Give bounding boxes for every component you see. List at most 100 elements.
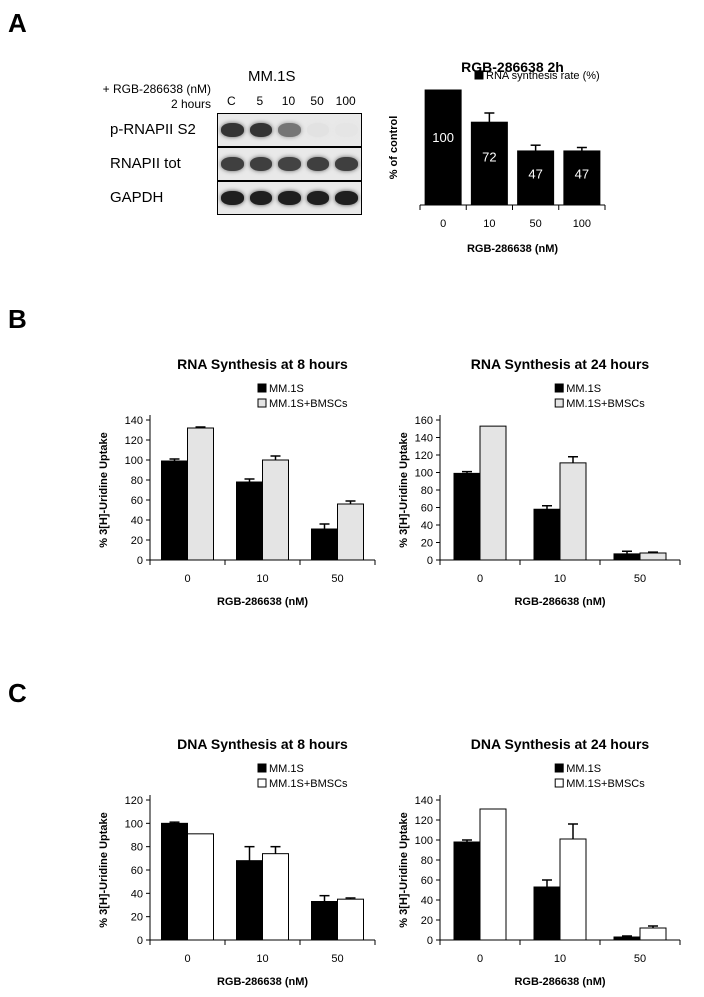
legend-swatch [257, 398, 267, 408]
legend-swatch [257, 778, 267, 788]
bar [533, 886, 561, 941]
blot-band [249, 123, 273, 137]
blot-band [335, 123, 358, 137]
y-tick-label: 160 [415, 415, 433, 427]
bar [453, 472, 481, 561]
legend-label: MM.1S+BMSCs [566, 778, 645, 790]
legend-label: MM.1S+BMSCs [566, 398, 645, 410]
blot-band [306, 191, 330, 205]
blot-band [221, 157, 244, 171]
panel-label-c: C [8, 678, 27, 708]
bar [161, 460, 188, 561]
bar [559, 838, 587, 941]
blot-band [278, 157, 301, 171]
x-tick-label: 10 [554, 573, 566, 585]
x-tick-label: 50 [331, 573, 343, 585]
x-tick-label: 50 [634, 953, 646, 965]
blot-cell-line: MM.1S [248, 68, 296, 85]
bar [337, 503, 364, 561]
y-tick-label: 120 [415, 815, 433, 827]
x-axis-label: RGB-286638 (nM) [514, 596, 605, 608]
blot-row-box [217, 181, 362, 215]
x-tick-label: 0 [440, 218, 446, 230]
y-tick-label: 60 [131, 495, 143, 507]
blot-row-label: GAPDH [110, 189, 164, 206]
bar [311, 528, 338, 561]
bar [533, 508, 561, 561]
blot-band [278, 123, 301, 137]
data-label: 47 [528, 167, 542, 182]
x-tick-label: 50 [530, 218, 542, 230]
bar [187, 427, 214, 561]
legend-label: RNA synthesis rate (%) [486, 70, 600, 82]
bar [424, 89, 462, 206]
y-tick-label: 60 [421, 875, 433, 887]
x-axis-label: RGB-286638 (nM) [217, 976, 308, 988]
x-axis-label: RGB-286638 (nM) [514, 976, 605, 988]
y-tick-label: 40 [421, 895, 433, 907]
y-tick-label: 40 [131, 515, 143, 527]
legend-swatch [554, 778, 564, 788]
legend-swatch [257, 383, 267, 393]
x-tick-label: 50 [634, 573, 646, 585]
blot-lane-label: 10 [281, 94, 296, 108]
legend-label: MM.1S [566, 763, 601, 775]
chart-rna-synthesis-24h: RNA Synthesis at 24 hours MM.1S MM.1S+BMSC… [398, 356, 681, 608]
legend-swatch [257, 763, 267, 773]
chart-title: RNA Synthesis at 8 hours [177, 356, 348, 372]
blot-lane-label: 50 [310, 94, 324, 108]
data-label: 100 [432, 130, 454, 145]
y-tick-label: 120 [125, 795, 143, 807]
y-tick-label: 120 [125, 435, 143, 447]
legend-swatch [554, 398, 564, 408]
bar [236, 481, 263, 561]
y-tick-label: 20 [131, 535, 143, 547]
bar [563, 150, 601, 206]
blot-band [278, 191, 301, 205]
y-tick-label: 0 [137, 555, 143, 567]
y-tick-label: 140 [125, 415, 143, 427]
bar [187, 833, 214, 941]
blot-band [249, 157, 273, 171]
panel-label-b: B [8, 304, 27, 334]
panel-label-a: A [8, 8, 27, 38]
bar [613, 553, 641, 561]
x-axis-label: RGB-286638 (nM) [467, 243, 558, 255]
bar [262, 459, 289, 561]
bar [337, 898, 364, 941]
blot-row-box [217, 113, 362, 147]
y-tick-label: 0 [137, 935, 143, 947]
legend-label: MM.1S [566, 383, 601, 395]
blot-band [306, 157, 330, 171]
y-tick-label: 100 [125, 455, 143, 467]
y-axis-label: % 3[H]-Uridine Uptake [398, 432, 410, 548]
y-tick-label: 100 [125, 818, 143, 830]
x-tick-label: 10 [256, 953, 268, 965]
x-tick-label: 0 [477, 573, 483, 585]
y-tick-label: 100 [415, 835, 433, 847]
y-axis-label: % of control [388, 116, 400, 180]
blot-treatment-label: + RGB-286638 (nM) [102, 82, 211, 96]
legend-label: MM.1S+BMSCs [269, 778, 348, 790]
chart-rna-synthesis-8h: RNA Synthesis at 8 hours MM.1S MM.1S+BMSCs… [98, 356, 376, 608]
x-tick-label: 100 [573, 218, 591, 230]
legend-label: MM.1S+BMSCs [269, 398, 348, 410]
chart-title: RGB-286638 2h [461, 59, 564, 75]
legend-label: MM.1S [269, 763, 304, 775]
y-axis-label: % 3[H]-Uridine Uptake [98, 432, 110, 548]
legend-label: MM.1S [269, 383, 304, 395]
y-tick-label: 80 [421, 855, 433, 867]
blot-lane-label: 100 [335, 94, 356, 108]
x-axis-label: RGB-286638 (nM) [217, 596, 308, 608]
bar [161, 822, 188, 941]
blot-lane-label: C [226, 94, 236, 108]
blot-row-label: p-RNAPII S2 [110, 121, 196, 138]
bar [479, 808, 507, 941]
bar [311, 901, 338, 941]
data-label: 72 [482, 149, 496, 164]
blot-band [335, 157, 358, 171]
chart-dna-synthesis-24h: DNA Synthesis at 24 hours MM.1S MM.1S+BMSC… [398, 736, 681, 988]
x-tick-label: 0 [184, 953, 190, 965]
y-axis-label: % 3[H]-Uridine Uptake [398, 812, 410, 928]
